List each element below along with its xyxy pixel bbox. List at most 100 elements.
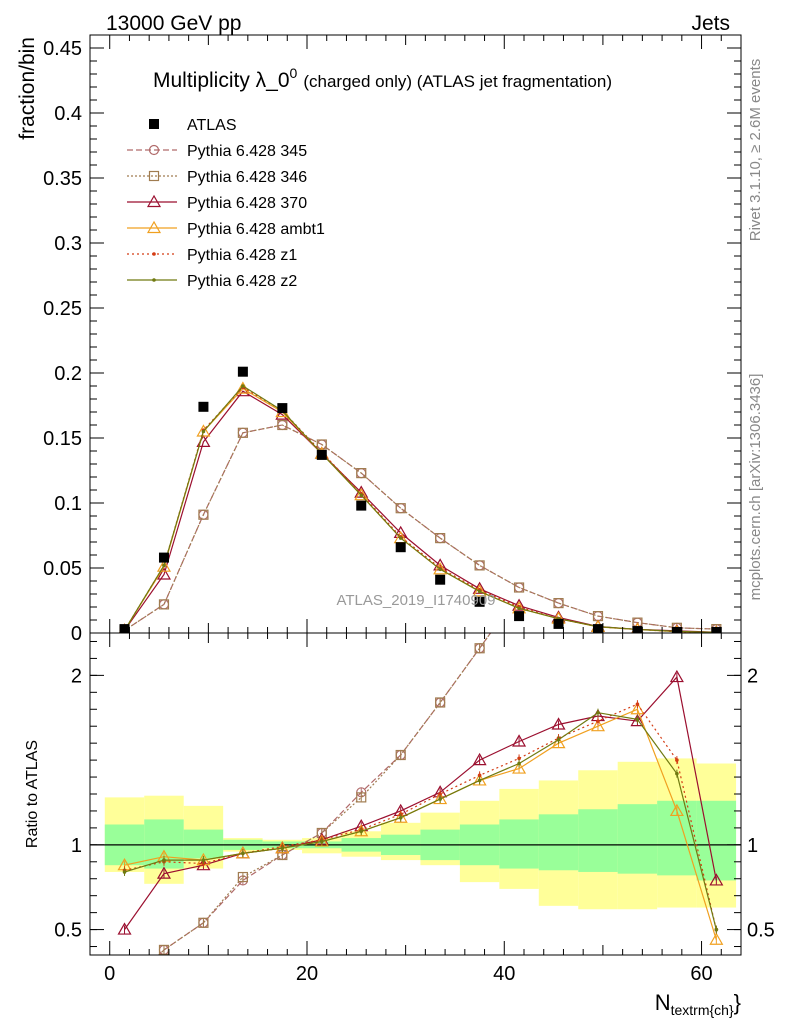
series-5-point-10 <box>517 606 521 611</box>
energy-label: 13000 GeV pp <box>106 12 241 35</box>
band-inner-10 <box>499 819 539 869</box>
ratio-line-4 <box>124 703 717 930</box>
series-2-point-10 <box>512 598 527 611</box>
ratio-axes: 0.5 0.51 12 20 20 40 60 <box>54 633 775 985</box>
ratio-tick-label-right-2: 2 <box>747 665 758 687</box>
data-point-15 <box>711 626 722 633</box>
series-1-point-5 <box>316 439 327 450</box>
legend-label-1: Pythia 6.428 346 <box>187 169 307 186</box>
x-label-main: N <box>655 990 671 1015</box>
data-point-2 <box>198 401 209 412</box>
ratio-point-5-9 <box>477 778 482 783</box>
series-1-point-4 <box>277 419 288 431</box>
band-inner-12 <box>578 809 618 872</box>
band-inner-15 <box>696 800 737 881</box>
ratio-point-4-13 <box>635 702 640 706</box>
ratio-tick-label-1: 1 <box>71 835 82 857</box>
series-5-point-1 <box>162 563 166 568</box>
ratio-panel: 0.5 0.51 12 20 20 40 60 <box>54 632 775 985</box>
process-label: Jets <box>691 12 730 35</box>
ratio-tick-label-0: 0.5 <box>54 920 82 942</box>
ratio-point-5-4 <box>280 846 285 851</box>
ratio-point-2-9 <box>472 752 487 766</box>
legend-marker-3 <box>146 220 162 234</box>
series-1-point-11 <box>553 597 564 609</box>
ratio-line-5 <box>124 712 717 930</box>
series-5-point-7 <box>398 536 403 540</box>
ratio-point-5-2 <box>201 858 206 862</box>
ratio-point-5-5 <box>319 839 324 844</box>
x-tick-label-1: 20 <box>296 963 318 985</box>
legend-label-0: Pythia 6.428 345 <box>187 143 307 160</box>
watermark: ATLAS_2019_I1740909 <box>336 592 495 609</box>
ratio-point-2-0 <box>117 922 132 935</box>
ratio-point-5-10 <box>517 761 521 766</box>
series-5-point-2 <box>201 429 206 434</box>
band-inner-13 <box>617 804 658 874</box>
ratio-point-5-8 <box>438 797 442 801</box>
series-line-5 <box>123 385 717 633</box>
y-tick-label-2: 0.1 <box>54 493 82 515</box>
series-5-point-8 <box>438 567 442 572</box>
series-3-point-9 <box>472 584 487 597</box>
ratio-point-5-11 <box>556 737 561 742</box>
series-5-point-3 <box>241 384 245 388</box>
ratio-point-1-7 <box>395 749 406 761</box>
x-label-sub: textrm{ch} <box>671 1002 734 1018</box>
ratio-point-5-3 <box>241 851 245 856</box>
series-line-1 <box>124 424 717 631</box>
series-3-point-6 <box>354 487 369 501</box>
legend-marker-5 <box>152 278 156 282</box>
ratio-point-2-14 <box>669 669 684 683</box>
ratio-point-3-10 <box>512 761 527 774</box>
ratio-point-5-7 <box>398 815 403 820</box>
y-tick-label-0: 0 <box>71 623 82 645</box>
ratio-point-1-2 <box>198 917 209 928</box>
ratio-point-5-1 <box>162 858 166 862</box>
series-1-point-1 <box>158 599 170 610</box>
ratio-point-2-10 <box>512 734 527 747</box>
series-3-point-2 <box>196 424 211 437</box>
ratio-point-5-6 <box>359 829 364 834</box>
ratio-point-5-14 <box>675 771 679 776</box>
y-axis-label: fraction/bin <box>16 37 39 140</box>
legend: ATLAS Pythia 6.428 345 Pythia 6.428 346 Pyt… <box>127 117 325 290</box>
data-point-6 <box>356 500 367 511</box>
mcplots-label: mcplots.cern.ch [arXiv:1306.3436] <box>747 374 764 601</box>
ratio-tick-label-right-0: 0.5 <box>747 920 775 942</box>
data-point-3 <box>237 366 248 377</box>
data-point-10 <box>514 611 525 622</box>
ratio-point-5-0 <box>122 870 127 874</box>
ratio-point-2-11 <box>551 717 566 730</box>
ratio-point-4-14 <box>675 758 679 762</box>
legend-marker-data <box>149 119 159 129</box>
series-5-point-6 <box>359 493 364 498</box>
main-marks <box>118 366 722 633</box>
series-5-point-9 <box>477 589 482 594</box>
data-point-14 <box>671 626 682 633</box>
series-1-point-6 <box>356 468 367 479</box>
ratio-point-3-12 <box>590 719 606 732</box>
legend-label-4: Pythia 6.428 z1 <box>187 247 297 264</box>
ratio-point-1-9 <box>474 643 485 654</box>
data-point-13 <box>632 626 643 633</box>
ratio-point-3-11 <box>551 735 566 749</box>
series-3-point-8 <box>433 562 448 575</box>
legend-label-5: Pythia 6.428 z2 <box>187 273 297 290</box>
title-sup: 0 <box>290 65 298 81</box>
y-tick-label-1: 0.05 <box>43 558 82 580</box>
data-point-8 <box>435 574 446 585</box>
title-main: Multiplicity λ_0 <box>153 69 290 92</box>
x-label-brace: } <box>734 990 741 1015</box>
legend-marker-1 <box>148 170 160 182</box>
ratio-marks <box>90 633 741 955</box>
legend-label-3: Pythia 6.428 ambt1 <box>187 221 325 238</box>
y-tick-label-6: 0.3 <box>54 233 82 255</box>
ratio-point-5-12 <box>596 710 600 715</box>
main-axes: 0 0.05 0.1 0.15 0.2 0.25 0.3 0.35 0.4 0.45 <box>43 35 741 645</box>
ratio-point-2-15 <box>709 873 724 886</box>
data-point-5 <box>316 449 327 460</box>
y-tick-label-3: 0.15 <box>43 428 82 450</box>
y-tick-label-4: 0.2 <box>54 363 82 385</box>
